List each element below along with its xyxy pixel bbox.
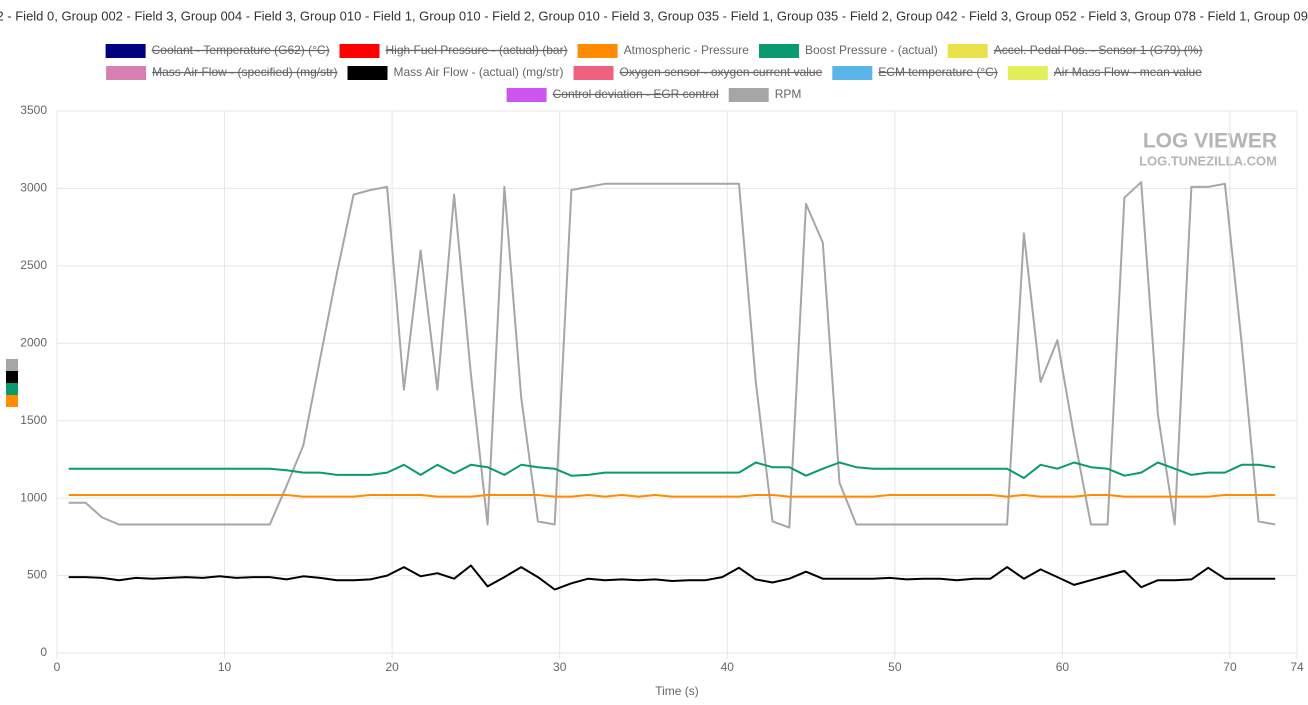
x-tick-label: 70 <box>1223 660 1237 674</box>
axis-indicator <box>6 395 18 407</box>
x-tick-label: 60 <box>1056 660 1070 674</box>
x-tick-label: 40 <box>721 660 735 674</box>
y-tick-label: 1500 <box>20 413 47 427</box>
watermark-url: LOG.TUNEZILLA.COM <box>1139 153 1277 168</box>
y-tick-label: 0 <box>40 645 47 659</box>
x-tick-label: 20 <box>385 660 399 674</box>
x-tick-label: 30 <box>553 660 567 674</box>
x-tick-label: 0 <box>54 660 61 674</box>
legend-swatch <box>573 66 614 80</box>
x-axis-label: Time (s) <box>655 684 699 698</box>
legend-swatch <box>832 66 873 80</box>
legend-label: Mass Air Flow - (specified) (mg/str) <box>152 65 337 79</box>
series-line <box>68 494 1276 498</box>
x-tick-label: 50 <box>888 660 902 674</box>
legend-label: Mass Air Flow - (actual) (mg/str) <box>394 65 564 79</box>
y-tick-label: 500 <box>27 568 47 582</box>
legend-item[interactable]: Mass Air Flow - (specified) (mg/str) <box>106 65 337 80</box>
axis-indicator <box>6 359 18 371</box>
watermark: LOG VIEWER <box>1143 130 1277 153</box>
legend-swatch <box>947 44 988 58</box>
legend-item[interactable]: Accel. Pedal Pos. - Sensor 1 (G79) (%) <box>947 43 1203 58</box>
legend-label: RPM <box>775 87 802 101</box>
legend-label: Boost Pressure - (actual) <box>805 43 938 57</box>
x-tick-label: 74 <box>1290 660 1304 674</box>
legend-item[interactable]: ECM temperature (°C) <box>832 65 998 80</box>
legend-swatch <box>577 44 618 58</box>
y-tick-label: 2000 <box>20 335 47 349</box>
y-tick-label: 3500 <box>20 103 47 117</box>
legend-swatch <box>1007 66 1048 80</box>
legend-item[interactable]: High Fuel Pressure - (actual) (bar) <box>339 43 568 58</box>
legend-item[interactable]: Coolant - Temperature (G62) (°C) <box>105 43 330 58</box>
legend-label: Control deviation - EGR control <box>553 87 719 101</box>
legend-swatch <box>728 88 769 102</box>
legend-swatch <box>347 66 388 80</box>
legend-label: Accel. Pedal Pos. - Sensor 1 (G79) (%) <box>994 43 1203 57</box>
legend-label: Oxygen sensor - oxygen current value <box>620 65 823 79</box>
legend-swatch <box>339 44 380 58</box>
series-line <box>68 181 1276 529</box>
y-tick-label: 3000 <box>20 181 47 195</box>
y-tick-label: 2500 <box>20 258 47 272</box>
legend-item[interactable]: Control deviation - EGR control <box>506 87 719 102</box>
series-line <box>68 461 1276 479</box>
axis-indicator <box>6 371 18 383</box>
legend-label: Air Mass Flow - mean value <box>1054 65 1202 79</box>
legend-item[interactable]: Boost Pressure - (actual) <box>759 43 938 58</box>
chart-title: Group 002 - Field 0, Group 002 - Field 3… <box>0 8 1308 23</box>
axis-indicator <box>6 383 18 395</box>
legend-item[interactable]: Atmospheric - Pressure <box>577 43 750 58</box>
legend-item[interactable]: Oxygen sensor - oxygen current value <box>573 65 823 80</box>
legend-swatch <box>506 88 547 102</box>
y-tick-label: 1000 <box>20 490 47 504</box>
legend-label: High Fuel Pressure - (actual) (bar) <box>386 43 568 57</box>
x-tick-label: 10 <box>218 660 232 674</box>
legend-swatch <box>106 66 147 80</box>
legend-label: Coolant - Temperature (G62) (°C) <box>152 43 330 57</box>
legend-swatch <box>759 44 799 58</box>
legend-label: Atmospheric - Pressure <box>624 43 750 57</box>
legend-label: ECM temperature (°C) <box>878 65 998 79</box>
legend-item[interactable]: Air Mass Flow - mean value <box>1007 65 1202 80</box>
series-line <box>68 564 1276 591</box>
legend-item[interactable]: RPM <box>728 87 802 102</box>
legend-item[interactable]: Mass Air Flow - (actual) (mg/str) <box>347 65 564 80</box>
legend-swatch <box>105 44 146 58</box>
